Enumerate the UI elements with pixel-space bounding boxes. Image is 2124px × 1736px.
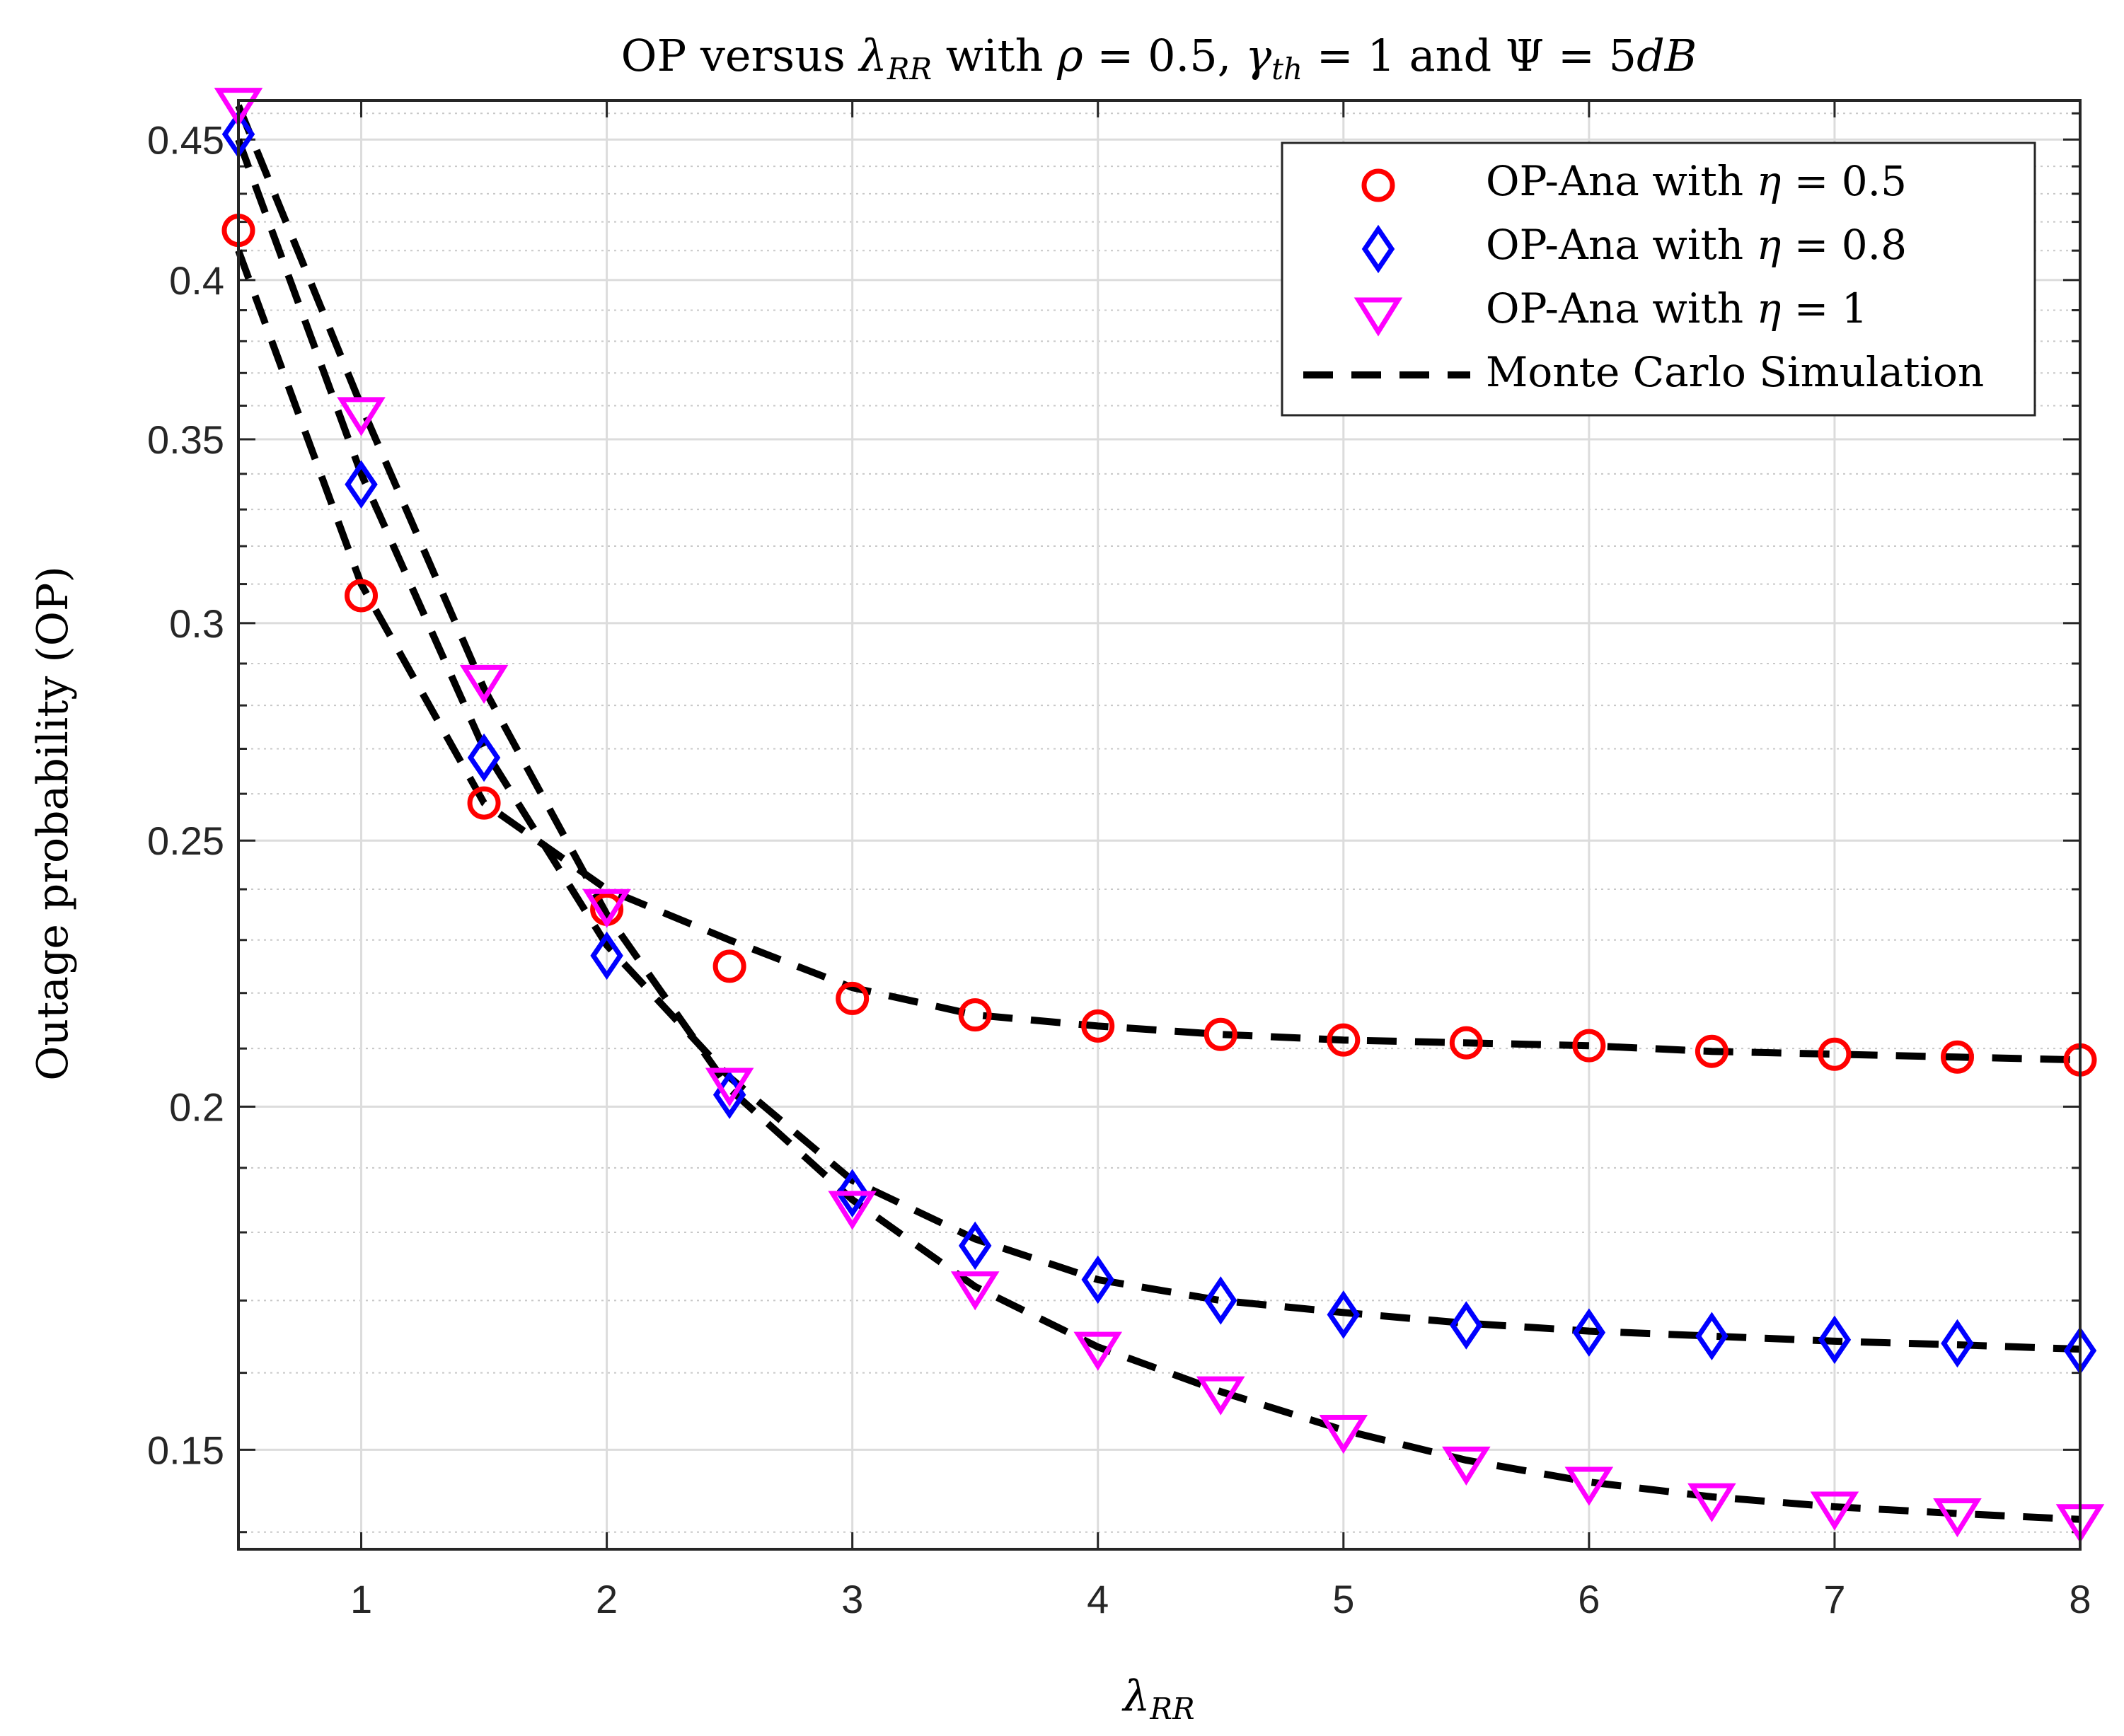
y-tick-label: 0.2 xyxy=(169,1084,224,1129)
marker-diamond-point xyxy=(1327,1290,1361,1339)
marker-diamond-point xyxy=(467,733,501,782)
marker-circle-point xyxy=(467,786,501,820)
marker-diamond-point xyxy=(345,460,378,509)
marker-triangle-down-point xyxy=(705,1067,754,1107)
x-tick-label: 1 xyxy=(350,1577,372,1621)
y-axis-label: Outage probability (OP) xyxy=(28,566,78,1081)
simulation-lines xyxy=(235,104,2081,1523)
marker-diamond-point xyxy=(1818,1315,1852,1365)
axes-box xyxy=(237,99,2082,1551)
marker-diamond-point xyxy=(1081,1255,1114,1304)
marker-triangle-down-point xyxy=(337,397,386,436)
marker-triangle-down-point xyxy=(950,1271,1000,1311)
monte-carlo-line-2 xyxy=(235,138,2081,1353)
x-tick-label: 3 xyxy=(841,1577,863,1621)
x-tick-label: 8 xyxy=(2069,1577,2091,1621)
legend-marker-diamond xyxy=(1361,224,1395,274)
y-tick-label: 0.45 xyxy=(147,117,224,162)
legend-box xyxy=(1281,141,2036,417)
y-tick-label: 0.35 xyxy=(147,417,224,462)
x-tick-label: 5 xyxy=(1332,1577,1354,1621)
marker-triangle-down-point xyxy=(1073,1331,1123,1371)
marker-triangle-down-point xyxy=(1319,1415,1368,1454)
marker-circle-point xyxy=(1572,1029,1606,1063)
marker-circle-point xyxy=(1449,1026,1483,1060)
x-tick-label: 7 xyxy=(1823,1577,1845,1621)
x-tick-label: 6 xyxy=(1578,1577,1600,1621)
y-tick-label: 0.25 xyxy=(147,818,224,863)
x-tick-label: 4 xyxy=(1087,1577,1109,1621)
marker-diamond-point xyxy=(1450,1301,1483,1350)
marker-circle-point xyxy=(1204,1017,1237,1051)
marker-circle-point xyxy=(1818,1037,1852,1071)
legend-label-eta-0-5: OP-Ana with η = 0.5 xyxy=(1486,157,1907,205)
marker-triangle-down-point xyxy=(214,88,263,127)
legend-items xyxy=(1303,168,1470,378)
marker-diamond-point xyxy=(958,1221,992,1271)
marker-diamond-point xyxy=(590,931,623,980)
marker-circle-point xyxy=(712,949,746,983)
marker-triangle-down-point xyxy=(1196,1376,1245,1416)
marker-triangle-down-point xyxy=(828,1191,877,1230)
marker-circle-point xyxy=(1695,1034,1728,1068)
marker-triangle-down-point xyxy=(1564,1466,1614,1506)
y-tick-label: 0.15 xyxy=(147,1428,224,1472)
x-axis-label: λRR xyxy=(1121,1672,1194,1726)
y-tick-label: 0.3 xyxy=(169,601,224,646)
marker-circle-point xyxy=(1940,1040,1974,1074)
marker-circle-point xyxy=(1327,1023,1361,1057)
legend: OP-Ana with η = 0.5 OP-Ana with η = 0.8 … xyxy=(1281,141,2036,417)
marker-circle-point xyxy=(1081,1009,1115,1043)
legend-label-eta-0-8: OP-Ana with η = 0.8 xyxy=(1486,221,1907,269)
marker-triangle-down-point xyxy=(459,664,509,705)
marker-circle-point xyxy=(345,579,379,613)
marker-triangle-down-point xyxy=(1810,1491,1859,1531)
y-tick-labels: 0.15 0.2 0.25 0.3 0.35 0.4 0.45 xyxy=(147,117,224,1472)
data-markers xyxy=(214,88,2105,1544)
legend-label-monte-carlo: Monte Carlo Simulation xyxy=(1486,348,1984,396)
marker-circle-point xyxy=(958,998,992,1032)
legend-label-eta-1: OP-Ana with η = 1 xyxy=(1486,284,1868,332)
marker-diamond-point xyxy=(836,1169,869,1218)
marker-triangle-down-point xyxy=(582,889,631,928)
marker-diamond-point xyxy=(1941,1319,1974,1368)
chart-title: OP versus λRR with ρ = 0.5, γth = 1 and … xyxy=(621,30,1697,86)
marker-triangle-down-point xyxy=(1687,1483,1736,1522)
marker-diamond-point xyxy=(1572,1308,1606,1357)
marker-diamond-point xyxy=(1204,1276,1237,1325)
legend-marker-triangle-down xyxy=(1354,297,1403,337)
marker-triangle-down-point xyxy=(1442,1446,1491,1486)
x-tick-labels: 1 2 3 4 5 6 7 8 xyxy=(350,1577,2091,1621)
legend-marker-circle xyxy=(1361,168,1395,202)
x-tick-label: 2 xyxy=(596,1577,618,1621)
marker-diamond-point xyxy=(1695,1312,1728,1360)
marker-circle-point xyxy=(836,981,870,1015)
y-tick-label: 0.4 xyxy=(169,258,224,303)
marker-triangle-down-point xyxy=(1933,1498,1982,1538)
